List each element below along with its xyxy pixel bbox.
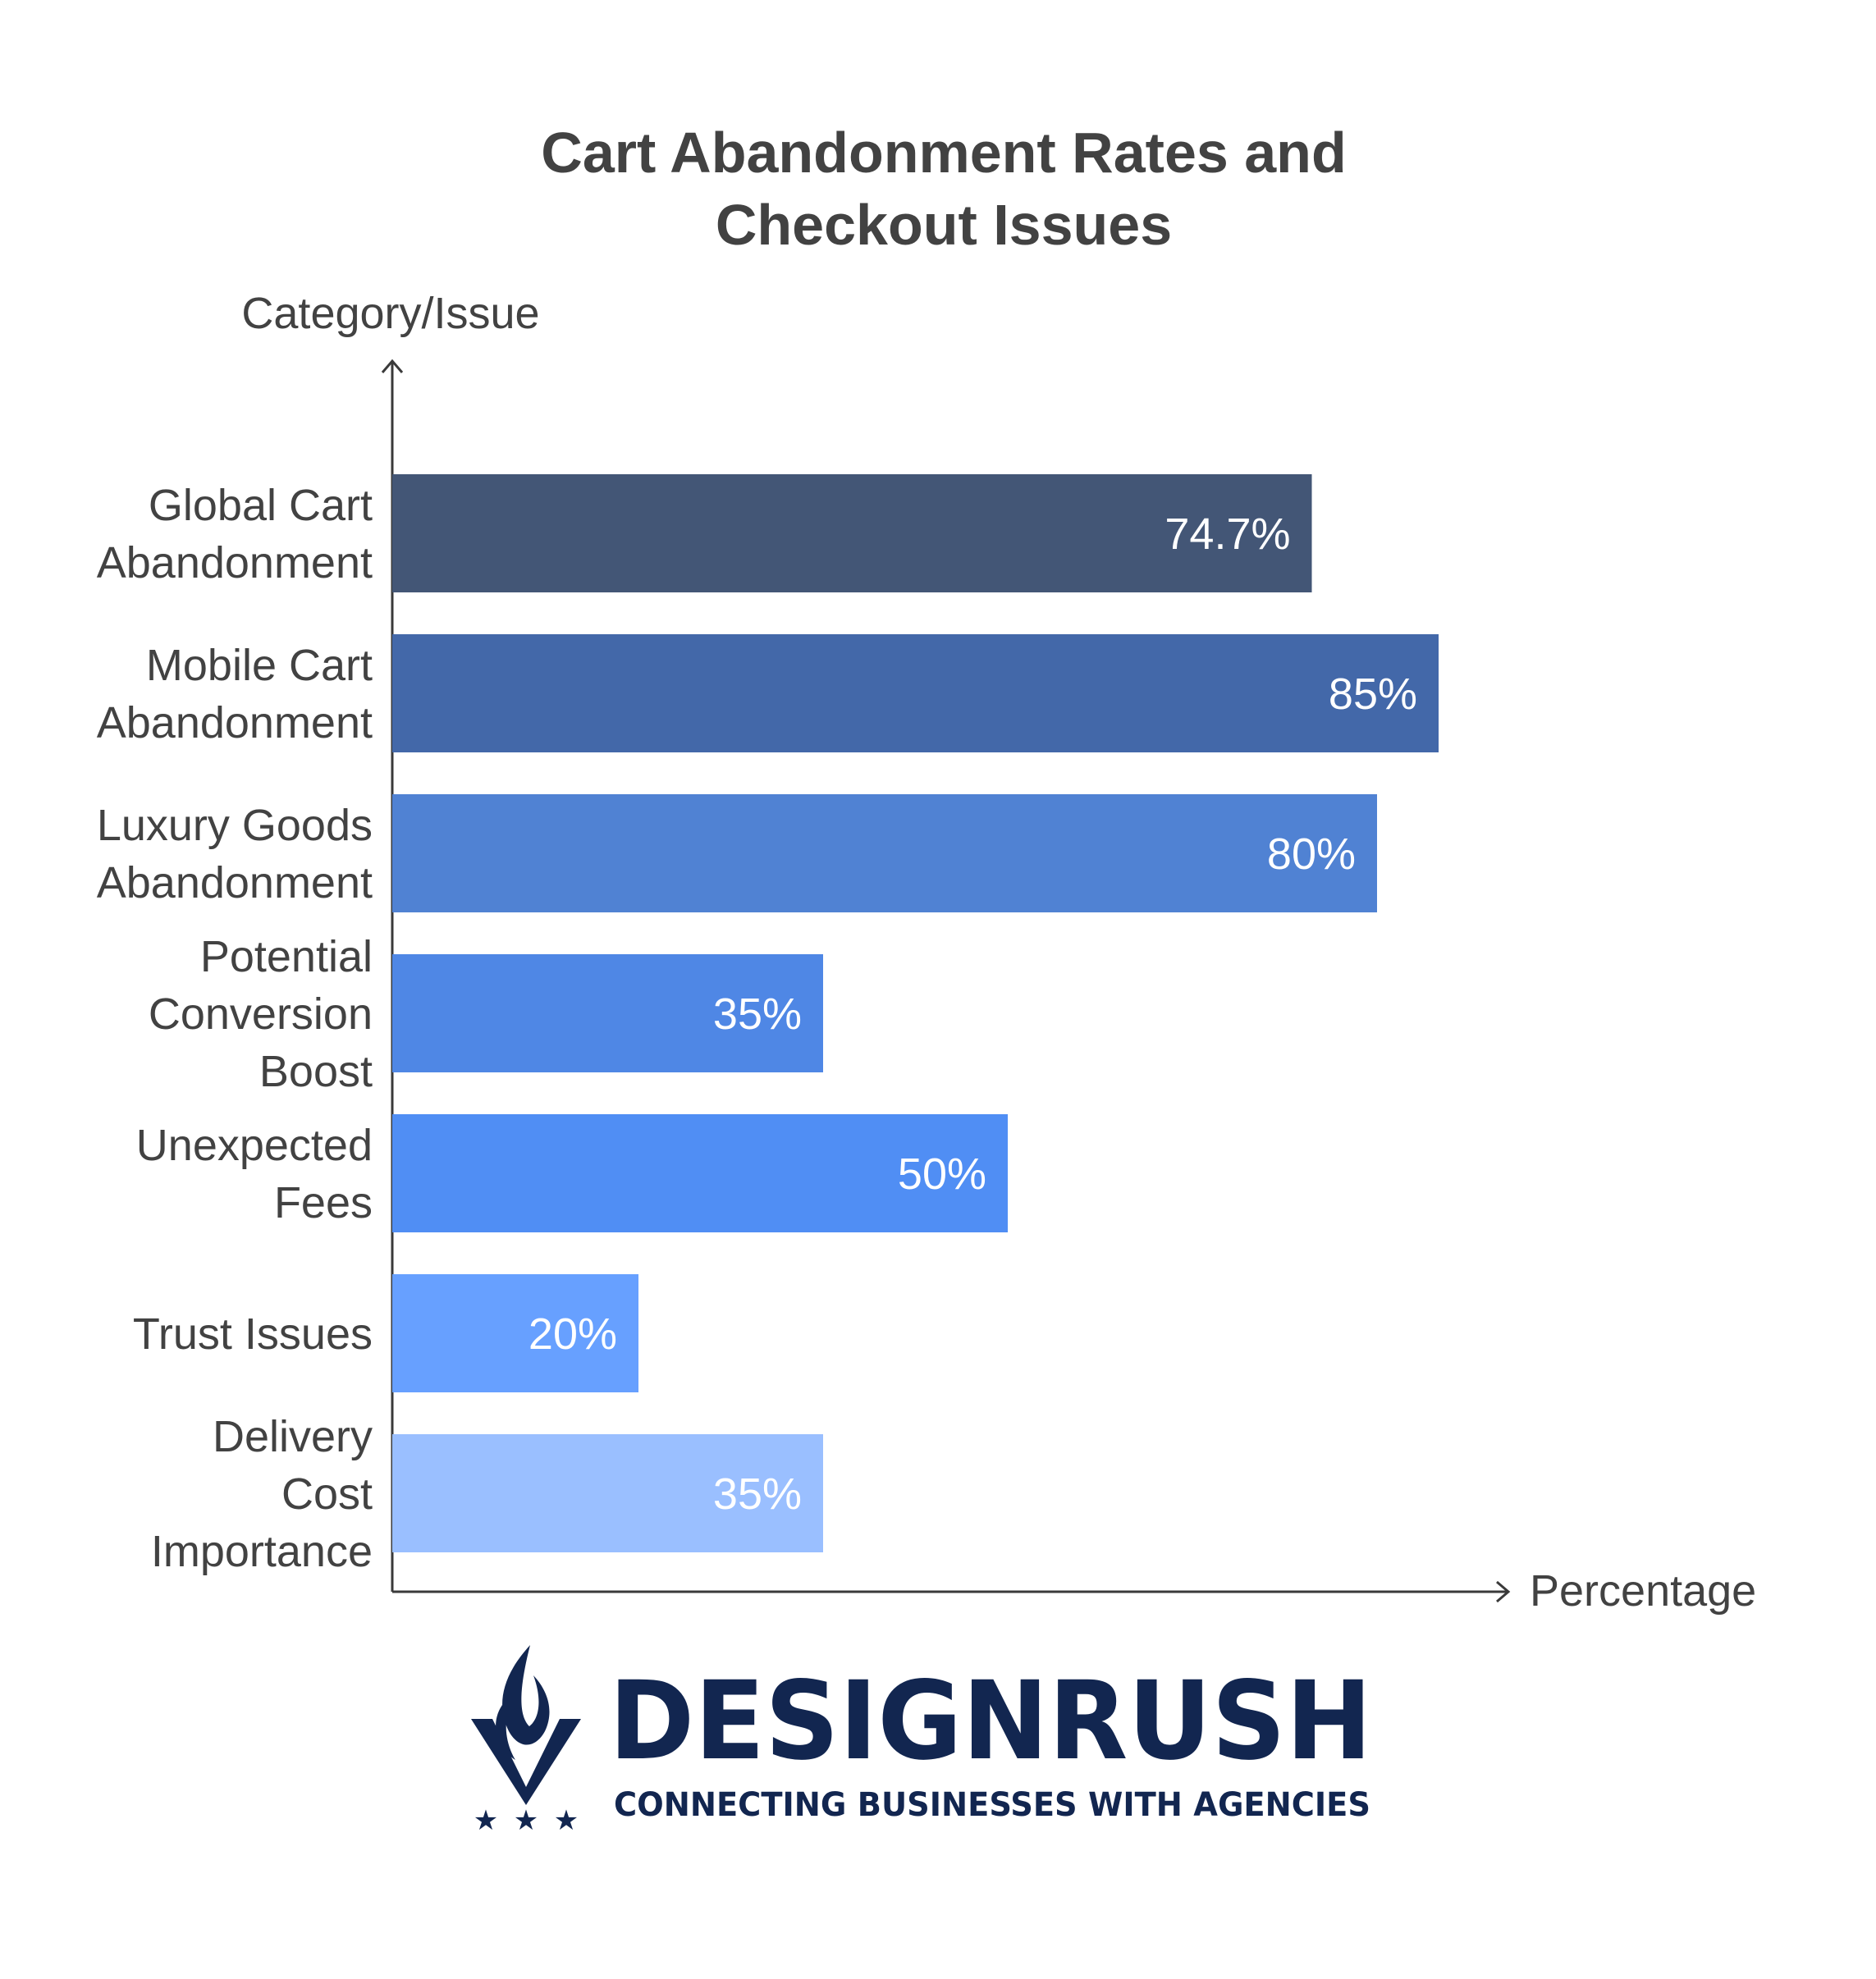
category-label: Cost (281, 1469, 373, 1519)
category-label: Trust Issues (133, 1309, 373, 1359)
brand-name: DESIGNRUSH (609, 1658, 1372, 1785)
star-icon: ★ (474, 1804, 498, 1837)
y-axis-arrow (381, 359, 404, 373)
bar-value-label: 20% (528, 1309, 617, 1359)
bar (392, 794, 1377, 912)
bar-value-label: 74.7% (1164, 510, 1290, 559)
bar-value-label: 50% (898, 1149, 986, 1199)
category-label: Potential (200, 932, 373, 981)
category-label: Abandonment (97, 858, 373, 907)
flame-chevron-icon (471, 1645, 581, 1805)
category-label: Importance (151, 1527, 373, 1576)
value-labels: 74.7% 85% 80% 35% 50% 20% 35% (528, 510, 1417, 1519)
category-label: Fees (274, 1178, 373, 1227)
chart-title-line-1: Cart Abandonment Rates and (541, 121, 1346, 185)
bar-value-label: 80% (1267, 830, 1356, 879)
category-label: Mobile Cart (146, 641, 373, 690)
bar (392, 634, 1439, 752)
category-label: Abandonment (97, 698, 373, 747)
star-icon: ★ (554, 1804, 579, 1837)
category-label: Delivery (213, 1412, 373, 1461)
bar (392, 474, 1312, 592)
bar (392, 954, 823, 1072)
category-label: Unexpected (136, 1121, 373, 1170)
category-label: Luxury Goods (97, 801, 373, 850)
category-label: Global Cart (149, 481, 373, 530)
star-icon: ★ (514, 1804, 538, 1837)
designrush-logo: ★ ★ ★ DESIGNRUSH CONNECTING BUSINESSES W… (471, 1645, 1372, 1837)
bars (392, 474, 1439, 1552)
brand-tagline: CONNECTING BUSINESSES WITH AGENCIES (614, 1786, 1370, 1824)
category-label: Boost (259, 1047, 373, 1096)
x-axis-label: Percentage (1530, 1566, 1756, 1616)
bar-value-label: 35% (713, 990, 802, 1039)
x-axis-arrow (1496, 1580, 1511, 1603)
bar-value-label: 85% (1329, 670, 1417, 719)
bar-value-label: 35% (713, 1469, 802, 1519)
chart-title-line-2: Checkout Issues (716, 193, 1172, 257)
bar (392, 1274, 638, 1392)
bar (392, 1114, 1008, 1232)
y-axis-label: Category/Issue (241, 289, 539, 338)
category-label: Conversion (149, 990, 373, 1039)
category-label: Abandonment (97, 538, 373, 587)
category-labels: Global Cart Abandonment Mobile Cart Abandon… (97, 481, 373, 1576)
bar (392, 1434, 823, 1552)
